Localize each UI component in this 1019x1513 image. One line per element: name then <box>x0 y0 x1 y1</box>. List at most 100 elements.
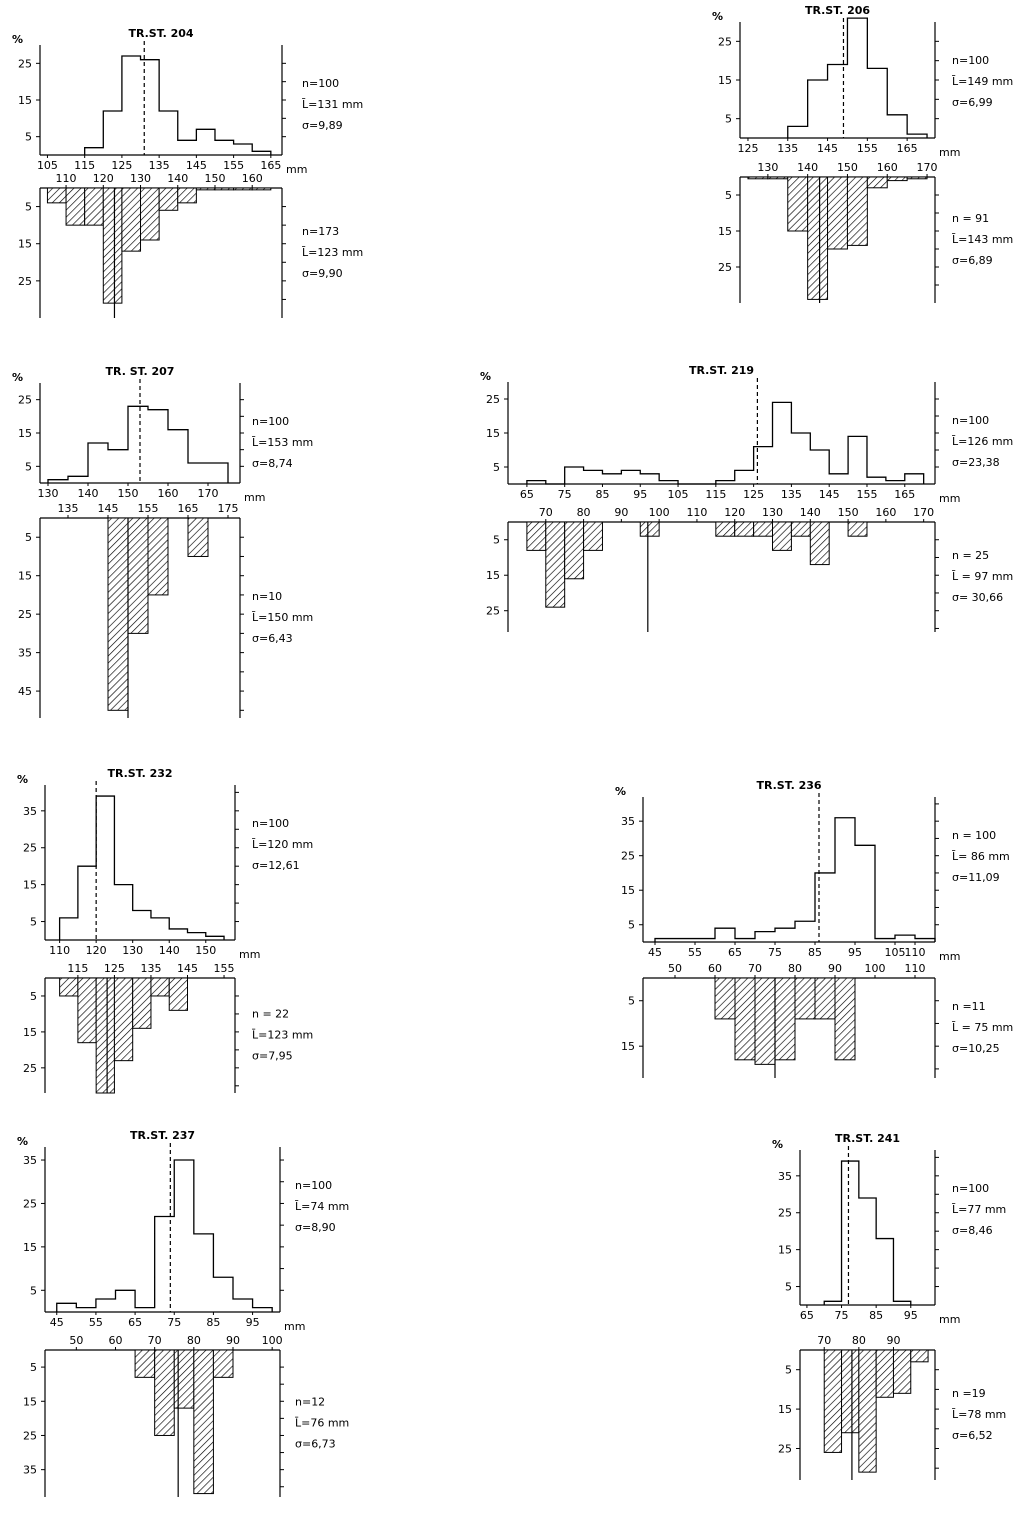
sample-stat: σ=8,46 <box>952 1224 993 1237</box>
x-tick-label: 80 <box>788 962 802 975</box>
hatched-bar <box>639 521 660 537</box>
frequency-bar <box>527 481 546 484</box>
x-tick-label: 165 <box>178 502 199 515</box>
frequency-outline <box>47 405 229 483</box>
frequency-bar <box>754 447 773 484</box>
x-tick-label: 170 <box>913 506 934 519</box>
x-tick-label: 115 <box>67 962 88 975</box>
sample-stat: n=100 <box>252 415 289 428</box>
frequency-bar <box>141 60 160 155</box>
chart-title: TR. ST. 207 <box>106 365 175 378</box>
hatched-bar <box>46 187 67 204</box>
x-tick-label: 145 <box>817 142 838 155</box>
frequency-bar <box>234 144 253 155</box>
sample-stat: n=100 <box>295 1179 332 1192</box>
hatched-bar <box>906 176 928 180</box>
hatched-bar <box>790 521 811 537</box>
y-tick-label: 35 <box>18 647 32 660</box>
frequency-bar <box>847 18 867 138</box>
x-tick-label: 70 <box>539 506 553 519</box>
y-tick-label: 15 <box>621 1040 635 1053</box>
frequency-bar <box>208 463 228 483</box>
sample-stat: n=100 <box>302 77 339 90</box>
chart-title: TR.ST. 232 <box>107 767 172 780</box>
frequency-bar <box>735 939 755 942</box>
sample-stat: n = 100 <box>952 829 996 842</box>
frequency-bar <box>791 433 810 484</box>
x-tick-label: 120 <box>93 172 114 185</box>
x-tick-label: 140 <box>797 161 818 174</box>
y-tick-label: 5 <box>628 995 635 1008</box>
x-tick-label: 170 <box>198 487 219 500</box>
x-tick-label: 125 <box>104 962 125 975</box>
x-tick-label: 145 <box>98 502 119 515</box>
x-tick-label: 170 <box>917 161 938 174</box>
x-tick-label: 100 <box>649 506 670 519</box>
x-tick-label: 70 <box>817 1334 831 1347</box>
chart-title: TR.ST. 204 <box>128 27 193 40</box>
x-tick-label: 95 <box>633 488 647 501</box>
x-tick-label: 165 <box>260 159 281 172</box>
y-tick-label: 25 <box>718 35 732 48</box>
sample-stat: σ=9,90 <box>302 267 343 280</box>
frequency-bar <box>905 474 924 484</box>
frequency-bar <box>103 111 122 155</box>
histogram-panel: 5 15 25 130 140 150 160 170 mm TR. ST. 207% n=100 L… <box>12 365 313 718</box>
y-tick-label: 25 <box>18 275 32 288</box>
sample-stat: n =11 <box>952 1000 986 1013</box>
hatched-bar <box>134 1349 156 1378</box>
hatched-bar <box>233 187 253 191</box>
x-tick-label: 155 <box>857 142 878 155</box>
frequency-bar <box>875 939 895 942</box>
x-tick-label: 100 <box>262 1334 283 1347</box>
x-tick-label: 135 <box>58 502 79 515</box>
x-tick-label: 80 <box>852 1334 866 1347</box>
sample-stat: σ=6,43 <box>252 632 293 645</box>
y-axis-label: % <box>480 370 491 383</box>
y-tick-label: 15 <box>718 225 732 238</box>
y-tick-label: 25 <box>23 842 37 855</box>
frequency-bar <box>773 402 792 484</box>
hatched-bar <box>827 176 848 250</box>
x-tick-label: 135 <box>140 962 161 975</box>
y-tick-label: 25 <box>486 393 500 406</box>
x-tick-label: 130 <box>122 944 143 957</box>
frequency-bar <box>675 939 695 942</box>
frequency-bar <box>85 148 104 155</box>
frequency-bar <box>755 932 775 942</box>
y-axis-label: % <box>17 773 28 786</box>
y-tick-label: 5 <box>628 919 635 932</box>
hatched-bar <box>140 187 160 241</box>
chart-title: TR.ST. 219 <box>689 364 754 377</box>
x-tick-label: 145 <box>177 962 198 975</box>
frequency-bar <box>842 1161 859 1305</box>
x-tick-label: 75 <box>768 946 782 959</box>
y-axis-label: % <box>12 33 23 46</box>
sample-stat: L̄=143 mm <box>951 233 1013 246</box>
hatched-bar <box>150 977 170 997</box>
frequency-bar <box>886 481 905 484</box>
hatched-bar <box>809 521 830 566</box>
x-tick-label: 110 <box>905 946 926 959</box>
frequency-bar <box>48 480 68 483</box>
sample-stat: L̄= 86 mm <box>951 850 1009 863</box>
x-tick-label: 160 <box>158 487 179 500</box>
y-tick-label: 5 <box>493 534 500 547</box>
hatched-bar <box>734 521 755 537</box>
sample-stat: σ=6,73 <box>295 1438 336 1451</box>
x-tick-label: 160 <box>877 161 898 174</box>
sample-stat: σ= 30,66 <box>952 591 1003 604</box>
y-tick-label: 25 <box>486 605 500 618</box>
frequency-bar <box>716 481 735 484</box>
x-tick-label: 100 <box>865 962 886 975</box>
sample-stat: n=100 <box>952 414 989 427</box>
hatched-bar <box>814 977 836 1020</box>
frequency-bar <box>859 1198 876 1305</box>
hatched-bar <box>127 517 149 634</box>
x-tick-label: 105 <box>37 159 58 172</box>
x-tick-label: 65 <box>520 488 534 501</box>
frequency-bar <box>215 140 234 155</box>
y-tick-label: 15 <box>18 570 32 583</box>
y-tick-label: 5 <box>25 460 32 473</box>
